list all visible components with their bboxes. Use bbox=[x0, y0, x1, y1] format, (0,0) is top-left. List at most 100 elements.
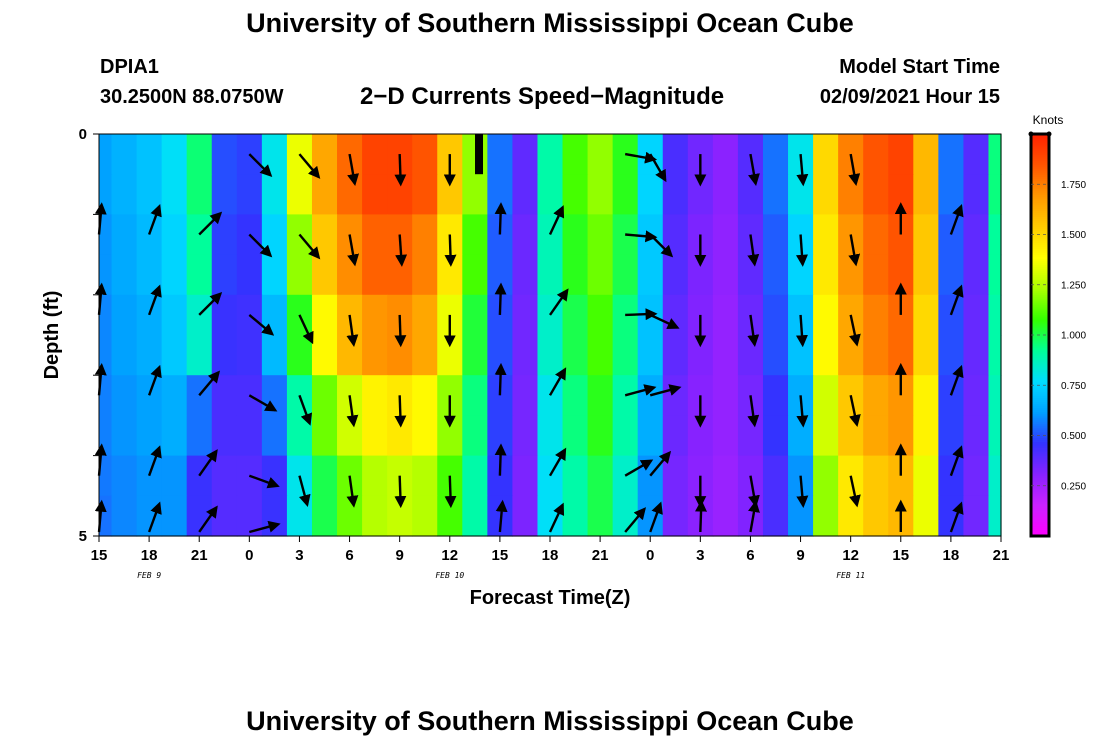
heatmap-cell bbox=[311, 174, 338, 215]
heatmap-cell bbox=[136, 294, 163, 336]
colorbar-segment bbox=[1031, 503, 1049, 507]
heatmap-cell bbox=[612, 415, 639, 457]
heatmap-cell bbox=[637, 335, 664, 376]
colorbar-segment bbox=[1031, 212, 1049, 215]
colorbar-segment bbox=[1031, 320, 1049, 324]
heatmap-cell bbox=[261, 214, 288, 256]
colorbar-segment bbox=[1031, 381, 1049, 384]
colorbar-segment bbox=[1031, 196, 1049, 199]
x-tick-label: 18 bbox=[542, 547, 559, 564]
heatmap-cell bbox=[637, 415, 664, 457]
colorbar-segment bbox=[1031, 445, 1049, 449]
colorbar-segment bbox=[1031, 232, 1049, 235]
heatmap-cell bbox=[737, 335, 764, 376]
heatmap-cell bbox=[762, 495, 789, 537]
date-label: FEB 9 bbox=[137, 571, 161, 580]
heatmap-cell bbox=[712, 134, 739, 175]
current-vector-arrow bbox=[649, 153, 667, 183]
heatmap-cell bbox=[111, 415, 138, 457]
colorbar-segment bbox=[1031, 405, 1049, 408]
heatmap-cell bbox=[963, 335, 990, 376]
heatmap-cell bbox=[462, 415, 488, 457]
colorbar-segment bbox=[1031, 302, 1049, 306]
heatmap-cell bbox=[988, 375, 1002, 416]
heatmap-cell bbox=[186, 254, 213, 296]
heatmap-cell bbox=[762, 375, 789, 416]
heatmap-cell bbox=[236, 174, 263, 215]
current-vector-arrow bbox=[624, 151, 658, 164]
colorbar-segment bbox=[1031, 473, 1049, 477]
current-vector-arrow bbox=[849, 475, 861, 508]
colorbar-segment bbox=[1031, 164, 1049, 167]
heatmap-cell bbox=[913, 415, 939, 457]
colorbar-segment bbox=[1031, 256, 1049, 260]
colorbar-tick-label: 1.250 bbox=[1061, 280, 1086, 291]
current-vector-arrow bbox=[949, 204, 964, 235]
colorbar-segment bbox=[1031, 417, 1049, 420]
heatmap-cell bbox=[512, 254, 539, 296]
y-tick-label: 5 bbox=[79, 528, 87, 545]
heatmap-cell bbox=[161, 174, 188, 215]
heatmap-cell bbox=[562, 455, 589, 497]
current-vector-arrow bbox=[249, 520, 281, 534]
heatmap-cell bbox=[762, 415, 789, 457]
colorbar-segment bbox=[1031, 369, 1049, 372]
colorbar-segment bbox=[1031, 324, 1049, 328]
heatmap-cell bbox=[712, 455, 739, 497]
heatmap-cell bbox=[737, 254, 764, 296]
heatmap-cell bbox=[161, 134, 188, 175]
colorbar-segment bbox=[1031, 150, 1049, 153]
heatmap-cell bbox=[111, 335, 138, 376]
heatmap-cell bbox=[662, 174, 689, 215]
colorbar-segment bbox=[1031, 244, 1049, 248]
current-vector-arrow bbox=[248, 394, 278, 412]
current-vector-arrow bbox=[549, 288, 569, 316]
x-tick-label: 0 bbox=[646, 547, 654, 564]
current-vector-arrow bbox=[625, 230, 658, 243]
heatmap-cell bbox=[712, 495, 739, 537]
colorbar-segment bbox=[1031, 220, 1049, 223]
current-vector-arrow bbox=[747, 395, 760, 428]
y-axis-label: Depth (ft) bbox=[41, 291, 63, 380]
colorbar-segment bbox=[1031, 399, 1049, 402]
current-vector-arrow bbox=[625, 308, 658, 321]
colorbar-segment bbox=[1031, 501, 1049, 505]
colorbar-segment bbox=[1031, 373, 1049, 376]
colorbar-segment bbox=[1031, 521, 1049, 525]
heatmap-cell bbox=[512, 335, 539, 376]
current-vector-arrow bbox=[494, 282, 507, 315]
heatmap-cell bbox=[161, 495, 188, 537]
heatmap-cell bbox=[662, 214, 689, 256]
colorbar-segment bbox=[1031, 507, 1049, 511]
y-tick-label: 0 bbox=[79, 126, 87, 143]
heatmap-cell bbox=[712, 214, 739, 256]
heatmap-cell bbox=[838, 174, 864, 215]
heatmap-cell bbox=[111, 294, 138, 336]
x-tick-label: 12 bbox=[842, 547, 859, 564]
colorbar-unit-label: Knots bbox=[1033, 113, 1064, 127]
colorbar-segment bbox=[1031, 188, 1049, 191]
heatmap-cell bbox=[863, 455, 889, 497]
colorbar-segment bbox=[1031, 443, 1049, 447]
heatmap-cell bbox=[963, 254, 990, 296]
heatmap-cell bbox=[161, 375, 188, 416]
x-axis-label: Forecast Time(Z) bbox=[470, 587, 631, 609]
heatmap-cell bbox=[512, 495, 539, 537]
colorbar-segment bbox=[1031, 529, 1049, 533]
heatmap-cell bbox=[412, 134, 438, 175]
heatmap-cell bbox=[838, 254, 864, 296]
current-vector-arrow bbox=[548, 502, 565, 533]
colorbar-segment bbox=[1031, 282, 1049, 286]
colorbar-segment bbox=[1031, 499, 1049, 503]
model-start-label: Model Start Time bbox=[839, 56, 1000, 78]
heatmap-cell bbox=[737, 415, 764, 457]
heatmap-cell bbox=[587, 415, 614, 457]
heatmap-cell bbox=[662, 254, 689, 296]
current-vector-arrow bbox=[394, 475, 407, 509]
colorbar-segment bbox=[1031, 246, 1049, 250]
heatmap-cell bbox=[863, 375, 889, 416]
colorbar-segment bbox=[1031, 304, 1049, 308]
colorbar-segment bbox=[1031, 349, 1049, 352]
chart-subtitle: 2−D Currents Speed−Magnitude bbox=[360, 83, 725, 110]
